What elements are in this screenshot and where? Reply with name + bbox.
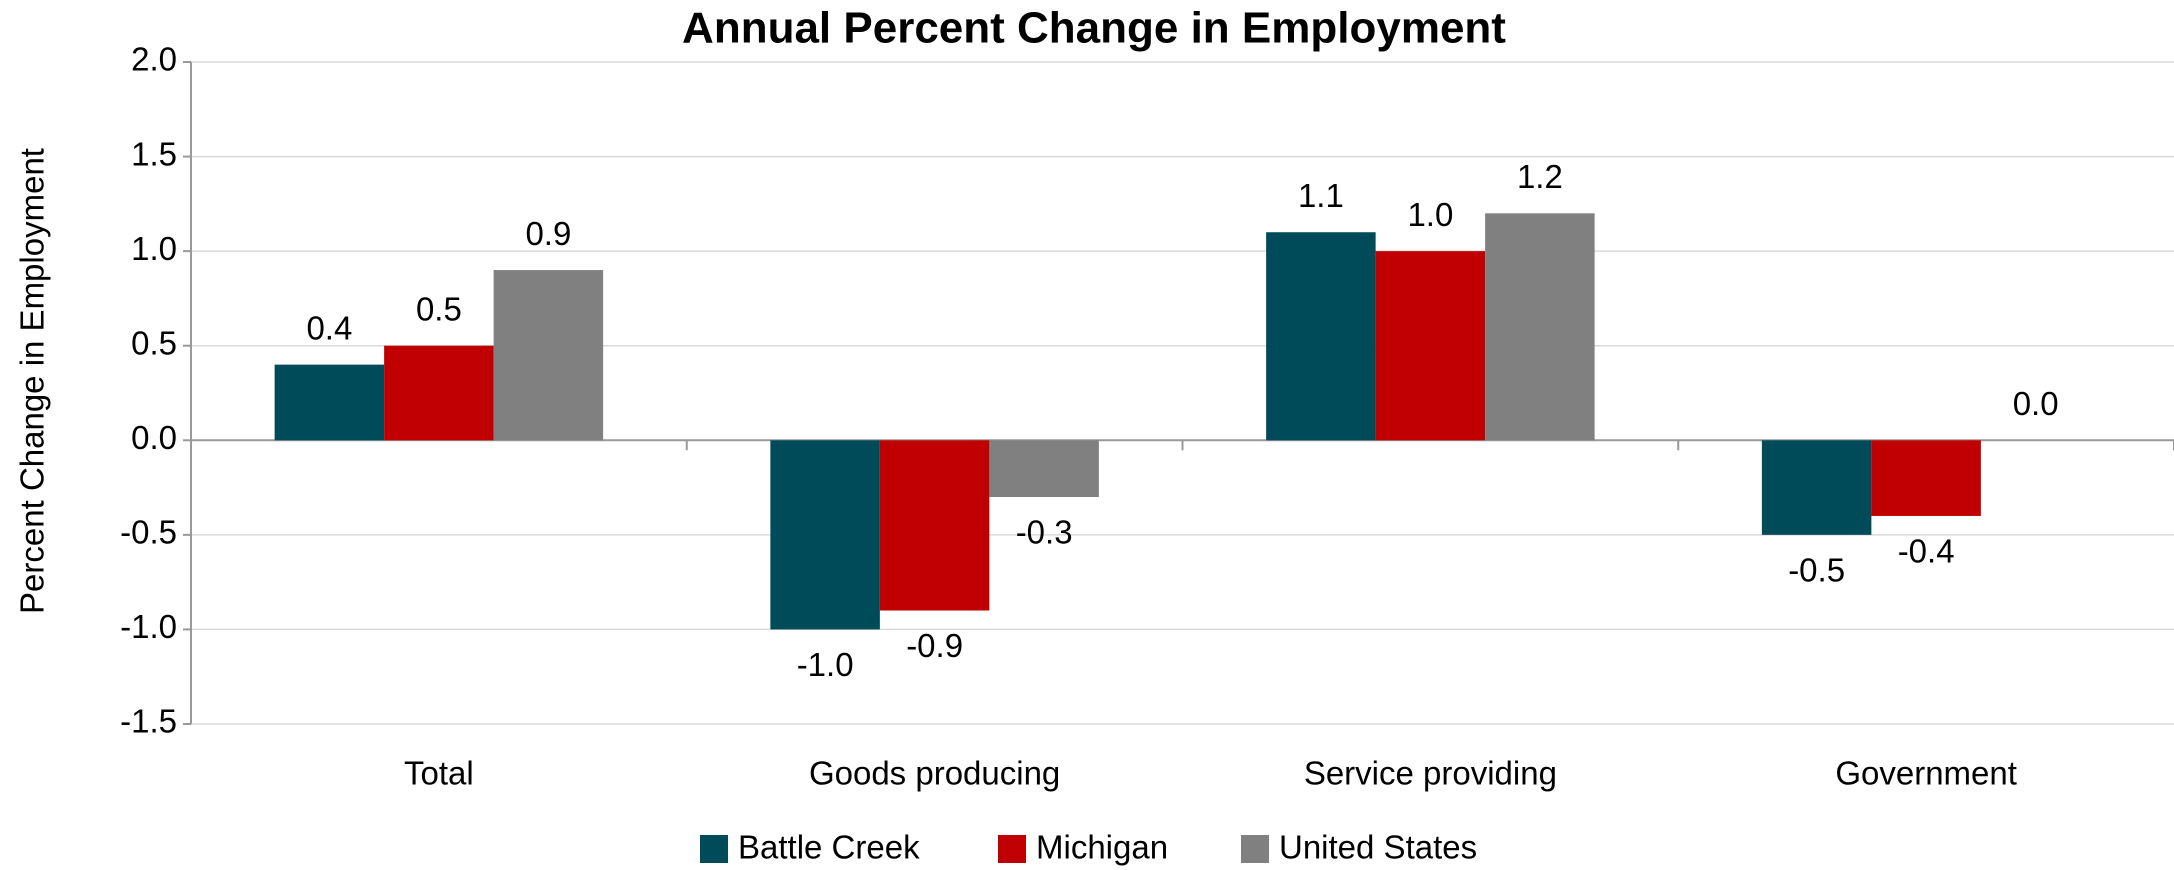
- x-tick-label: Total: [404, 755, 474, 792]
- bar: [989, 440, 1099, 498]
- legend-label: Michigan: [1036, 829, 1168, 866]
- y-tick-label: 1.0: [131, 230, 177, 267]
- data-label: 0.4: [306, 309, 352, 346]
- legend-label: Battle Creek: [738, 829, 920, 866]
- x-tick-label: Goods producing: [809, 755, 1060, 792]
- data-label: 1.0: [1407, 196, 1453, 233]
- data-label: 0.9: [525, 215, 571, 252]
- y-tick-label: -0.5: [120, 514, 177, 551]
- data-label: 0.0: [2013, 385, 2059, 422]
- bar: [1485, 213, 1595, 441]
- data-label: -1.0: [797, 646, 854, 683]
- legend-swatch: [1241, 835, 1269, 863]
- data-label: -0.5: [1788, 552, 1845, 589]
- x-tick-label: Service providing: [1304, 755, 1557, 792]
- data-label: 1.2: [1517, 158, 1563, 195]
- y-tick-label: -1.5: [120, 703, 177, 740]
- y-axis-label: Percent Change in Employment: [14, 148, 51, 614]
- chart-title: Annual Percent Change in Employment: [682, 4, 1506, 53]
- y-tick-label: -1.0: [120, 608, 177, 645]
- legend-swatch: [700, 835, 728, 863]
- bar: [493, 270, 604, 441]
- y-tick-label: 2.0: [131, 41, 177, 78]
- data-label: 0.5: [416, 290, 462, 327]
- bar: [384, 345, 494, 441]
- legend-label: United States: [1279, 829, 1477, 866]
- data-label: -0.9: [906, 627, 963, 664]
- bar: [1375, 251, 1486, 441]
- x-tick-label: Government: [1835, 755, 2017, 792]
- bar: [879, 440, 990, 611]
- bar: [1871, 440, 1981, 516]
- y-tick-label: 0.0: [131, 419, 177, 456]
- data-label: -0.3: [1016, 514, 1073, 551]
- bar: [1266, 232, 1376, 441]
- data-label: 1.1: [1298, 177, 1344, 214]
- legend-swatch: [998, 835, 1026, 863]
- data-label: -0.4: [1898, 533, 1955, 570]
- bar: [1761, 440, 1872, 535]
- bar: [770, 440, 880, 630]
- bar: [274, 364, 385, 441]
- y-tick-label: 0.5: [131, 324, 177, 361]
- y-tick-label: 1.5: [131, 135, 177, 172]
